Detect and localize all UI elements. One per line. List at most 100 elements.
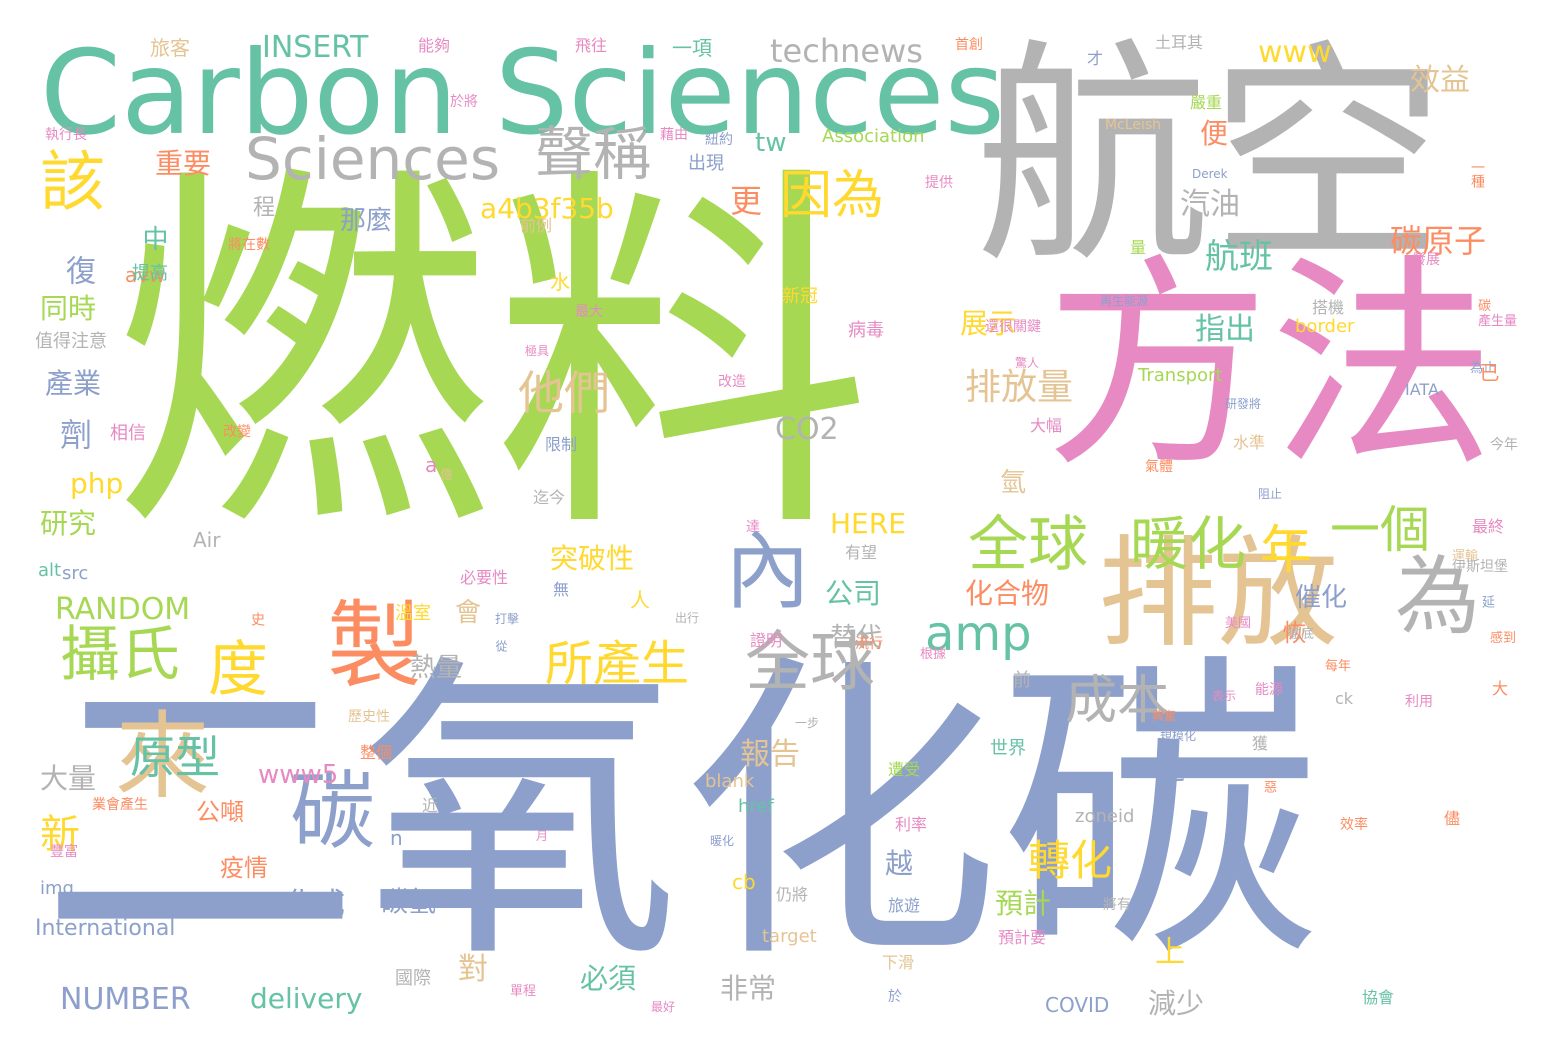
word-那麼: 那麼 <box>340 206 393 236</box>
word-random: RANDOM <box>55 592 191 627</box>
word-執行長: 執行長 <box>45 127 87 143</box>
word-流行: 流行 <box>855 636 883 652</box>
word-越: 越 <box>885 847 914 880</box>
word-病毒: 病毒 <box>848 320 884 341</box>
word-大幅: 大幅 <box>1030 416 1063 435</box>
word-碳: 碳 <box>290 763 376 862</box>
word-a: a <box>425 453 438 477</box>
word-藉由: 藉由 <box>660 127 688 143</box>
word-水: 水 <box>550 270 570 294</box>
word-下滑: 下滑 <box>882 953 915 972</box>
word-here: HERE <box>830 507 906 540</box>
word-催化: 催化 <box>1295 583 1348 613</box>
word-iata: IATA <box>1405 380 1439 399</box>
word-億: 億 <box>439 468 453 480</box>
word-來: 來 <box>115 702 211 812</box>
word-avw: avw <box>125 263 166 287</box>
word-興奮: 興奮 <box>1152 709 1177 723</box>
word-表示: 表示 <box>1212 689 1237 703</box>
word-a4b3f35b: a4b3f35b <box>480 192 614 225</box>
word-美國: 美國 <box>1225 616 1252 631</box>
word-獲: 獲 <box>1249 735 1268 751</box>
word-href: href <box>738 796 774 817</box>
word-度: 度 <box>208 635 268 705</box>
word-提供: 提供 <box>925 175 953 191</box>
word-co2: CO2 <box>775 412 839 447</box>
word-必須: 必須 <box>580 962 637 995</box>
word-中: 中 <box>138 225 168 251</box>
word-疫情: 疫情 <box>220 854 268 882</box>
word-規模化: 規模化 <box>1160 729 1197 743</box>
word-效益: 效益 <box>1410 63 1470 98</box>
word-研究: 研究 <box>40 507 97 540</box>
word-公噸: 公噸 <box>196 798 244 826</box>
word-今年: 今年 <box>1490 437 1518 453</box>
word-covid: COVID <box>1045 993 1110 1017</box>
word-化合物: 化合物 <box>965 577 1050 610</box>
word-攝氏: 攝氏 <box>60 620 180 690</box>
word-於: 於 <box>888 989 902 1005</box>
word-預計要: 預計要 <box>998 928 1047 947</box>
word-carbon-sciences: Carbon Sciences <box>40 26 1005 161</box>
word-大: 大 <box>1489 680 1508 696</box>
word-他們: 他們 <box>518 366 610 420</box>
word-儘: 儘 <box>1441 810 1460 826</box>
word-限制: 限制 <box>545 435 578 454</box>
word-排放量: 排放量 <box>965 367 1074 408</box>
word-公司: 公司 <box>825 577 882 610</box>
word-border: border <box>1295 316 1355 337</box>
word-將在數: 將在數 <box>228 237 270 253</box>
word-從: 從 <box>494 640 508 652</box>
word-利用: 利用 <box>1405 694 1433 710</box>
word-成本: 成本 <box>1065 671 1170 731</box>
word-二氧化碳: 二氧化碳 <box>40 629 1320 1001</box>
word-歷史性: 歷史性 <box>348 709 390 725</box>
word-於將: 於將 <box>450 94 478 110</box>
word-tw: tw <box>755 128 787 158</box>
word-更: 更 <box>730 182 763 220</box>
word-旅遊: 旅遊 <box>888 896 921 915</box>
word-溫室: 溫室 <box>395 603 431 624</box>
word-重要: 重要 <box>155 147 212 180</box>
word-展示: 展示 <box>960 307 1017 340</box>
word-感到: 感到 <box>1490 631 1517 646</box>
word-無: 無 <box>553 580 570 599</box>
word-暖化: 暖化 <box>1130 510 1247 578</box>
word-international: International <box>35 916 176 941</box>
word-世界: 世界 <box>990 738 1026 759</box>
word-大量: 大量 <box>40 762 97 795</box>
word-證明: 證明 <box>750 631 783 650</box>
word-碳氫: 碳氫 <box>380 885 437 918</box>
word-src: src <box>62 563 89 584</box>
word-會: 會 <box>455 598 482 628</box>
word-達: 達 <box>744 519 760 533</box>
word-最終: 最終 <box>1472 517 1505 536</box>
word-單程: 單程 <box>510 984 537 999</box>
word-mcleish: McLeish <box>1105 117 1161 133</box>
word-航空: 航空 <box>975 21 1445 294</box>
word-根據: 根據 <box>920 647 947 662</box>
word-遭受: 遭受 <box>888 760 921 779</box>
word-出現: 出現 <box>688 153 724 174</box>
word-協會: 協會 <box>1362 988 1395 1007</box>
word-該: 該 <box>40 145 106 220</box>
word-blank: blank <box>705 771 755 792</box>
word-ck: ck <box>1335 689 1354 708</box>
word-人: 人 <box>630 588 650 612</box>
word-方法: 方法 <box>1045 236 1495 498</box>
word-非常: 非常 <box>720 972 777 1005</box>
word-劑: 劑 <box>55 418 93 450</box>
word-驚人: 驚人 <box>1015 356 1040 370</box>
word-前: 前 <box>1013 670 1031 691</box>
word-為止: 為止 <box>1470 361 1497 376</box>
word-number: NUMBER <box>60 982 191 1017</box>
word-打擊: 打擊 <box>495 612 520 626</box>
word-汽油: 汽油 <box>1180 187 1240 222</box>
word-有望: 有望 <box>845 543 878 562</box>
word-air: Air <box>193 528 221 552</box>
word-出行: 出行 <box>675 611 700 625</box>
word-伊斯坦堡: 伊斯坦堡 <box>1452 559 1508 575</box>
word-土耳其: 土耳其 <box>1155 33 1204 52</box>
word-最好: 最好 <box>651 1000 676 1014</box>
